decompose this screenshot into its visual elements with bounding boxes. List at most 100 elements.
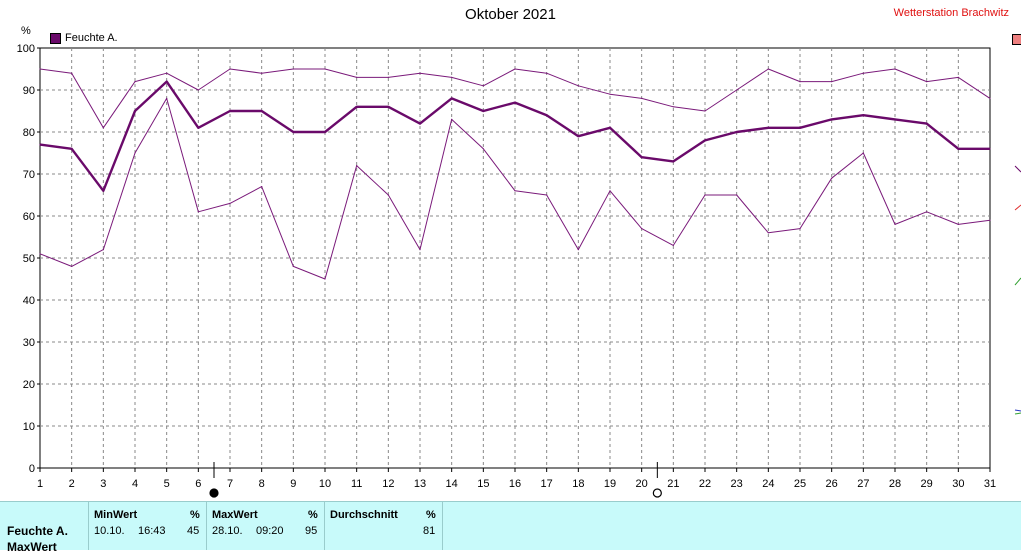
min-header: MinWert <box>94 509 138 521</box>
y-tick-label: 90 <box>23 85 35 97</box>
data-point-min <box>577 249 579 251</box>
edge-trace-purple <box>1014 165 1021 173</box>
x-tick-label: 2 <box>69 478 75 490</box>
data-point-max <box>641 97 643 99</box>
data-point-mean <box>704 139 706 141</box>
data-point-mean <box>292 131 294 133</box>
new-moon-icon <box>652 488 662 498</box>
x-tick-label: 30 <box>952 478 964 490</box>
min-unit: % <box>190 509 200 521</box>
data-point-mean <box>71 148 73 150</box>
min-date: 10.10. <box>94 525 125 537</box>
data-point-mean <box>609 127 611 129</box>
data-point-min <box>134 152 136 154</box>
x-tick-label: 17 <box>541 478 553 490</box>
x-tick-label: 25 <box>794 478 806 490</box>
data-point-min <box>39 253 41 255</box>
min-value: 45 <box>187 525 200 537</box>
edge-trace-green <box>1014 277 1021 286</box>
data-point-mean <box>577 135 579 137</box>
data-point-max <box>894 68 896 70</box>
edge-trace-blue <box>1014 409 1021 412</box>
data-point-max <box>704 110 706 112</box>
data-point-min <box>324 278 326 280</box>
x-tick-label: 20 <box>636 478 648 490</box>
data-point-mean <box>451 97 453 99</box>
secondary-legend-swatch <box>1012 34 1021 45</box>
data-point-mean <box>229 110 231 112</box>
data-point-max <box>799 81 801 83</box>
data-point-max <box>672 106 674 108</box>
data-point-min <box>926 211 928 213</box>
data-point-max <box>39 68 41 70</box>
data-point-min <box>261 186 263 188</box>
data-point-mean <box>641 156 643 158</box>
max-unit: % <box>308 509 318 521</box>
x-tick-label: 24 <box>762 478 774 490</box>
data-point-mean <box>831 118 833 120</box>
data-point-min <box>229 202 231 204</box>
data-point-max <box>767 68 769 70</box>
data-point-min <box>514 190 516 192</box>
data-point-min <box>862 152 864 154</box>
data-point-min <box>102 249 104 251</box>
data-point-max <box>166 72 168 74</box>
x-tick-label: 15 <box>477 478 489 490</box>
x-tick-label: 21 <box>667 478 679 490</box>
data-point-mean <box>102 190 104 192</box>
data-point-min <box>387 194 389 196</box>
y-tick-label: 30 <box>23 337 35 349</box>
legend: Feuchte A. <box>50 32 118 44</box>
data-point-min <box>831 177 833 179</box>
average-cell: Durchschnitt % 81 <box>324 502 443 550</box>
data-point-mean <box>672 160 674 162</box>
x-tick-label: 23 <box>731 478 743 490</box>
legend-swatch <box>50 32 61 44</box>
data-point-max <box>957 76 959 78</box>
data-point-mean <box>546 114 548 116</box>
legend-label: Feuchte A. <box>65 32 118 44</box>
data-point-min <box>799 228 801 230</box>
data-point-min <box>292 265 294 267</box>
data-point-min <box>197 211 199 213</box>
data-point-mean <box>799 127 801 129</box>
data-point-min <box>894 223 896 225</box>
x-tick-label: 7 <box>227 478 233 490</box>
chart-title: Oktober 2021 <box>465 6 556 23</box>
row-label-2: MaxWert <box>7 540 57 554</box>
x-tick-label: 10 <box>319 478 331 490</box>
data-point-max <box>577 85 579 87</box>
data-point-max <box>736 89 738 91</box>
average-value: 81 <box>423 525 436 537</box>
data-point-max <box>546 72 548 74</box>
x-tick-label: 8 <box>259 478 265 490</box>
x-tick-label: 16 <box>509 478 521 490</box>
data-point-min <box>641 228 643 230</box>
data-point-min <box>71 265 73 267</box>
data-point-max <box>831 81 833 83</box>
data-point-min <box>356 165 358 167</box>
x-tick-label: 5 <box>164 478 170 490</box>
row-label: Feuchte A. <box>7 524 68 538</box>
data-point-min <box>704 194 706 196</box>
y-tick-label: 50 <box>23 253 35 265</box>
data-point-min <box>672 244 674 246</box>
data-point-mean <box>324 131 326 133</box>
x-tick-label: 3 <box>100 478 106 490</box>
data-point-min <box>419 249 421 251</box>
x-tick-label: 29 <box>921 478 933 490</box>
y-tick-label: 20 <box>23 379 35 391</box>
data-point-mean <box>514 102 516 104</box>
x-tick-label: 6 <box>195 478 201 490</box>
x-tick-label: 4 <box>132 478 138 490</box>
data-point-mean <box>736 131 738 133</box>
data-point-mean <box>957 148 959 150</box>
x-tick-label: 26 <box>826 478 838 490</box>
x-tick-label: 14 <box>446 478 458 490</box>
data-point-mean <box>894 118 896 120</box>
row-label-cell: Feuchte A. MaxWert <box>0 502 89 554</box>
data-point-min <box>736 194 738 196</box>
data-point-mean <box>767 127 769 129</box>
edge-trace-green-2 <box>1014 412 1021 415</box>
